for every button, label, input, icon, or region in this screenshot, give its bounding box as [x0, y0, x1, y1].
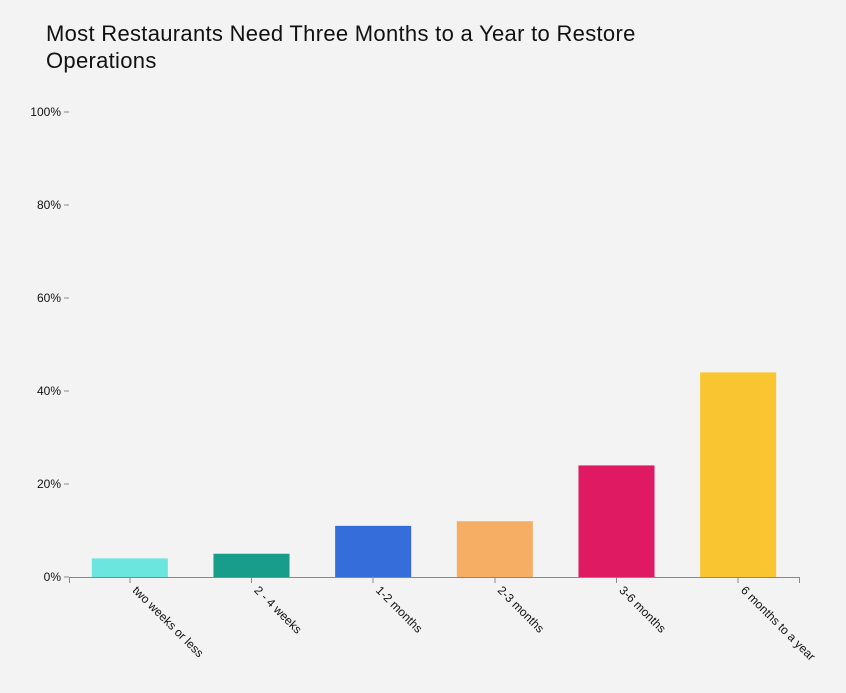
y-tick-label: 80%: [37, 198, 61, 212]
y-axis: 0% 20% 40% 60% 80% 100%: [30, 105, 69, 584]
bar[interactable]: [335, 525, 412, 577]
y-tick-label: 40%: [37, 384, 61, 398]
y-tick-label: 0%: [44, 570, 62, 584]
bar[interactable]: [456, 521, 533, 577]
x-tick-label: 2 - 4 weeks: [251, 583, 304, 636]
chart-title: Most Restaurants Need Three Months to a …: [46, 21, 636, 73]
x-tick-label: 6 months to a year: [738, 583, 818, 663]
bar[interactable]: [213, 553, 290, 577]
y-tick-label: 60%: [37, 291, 61, 305]
bar[interactable]: [700, 372, 777, 577]
y-tick-label: 100%: [30, 105, 61, 119]
bar[interactable]: [91, 558, 168, 577]
y-tick-label: 20%: [37, 477, 61, 491]
x-axis: two weeks or less 2 - 4 weeks 1-2 months 2-…: [69, 577, 818, 663]
x-tick-label: 2-3 months: [495, 583, 547, 635]
x-tick-label: 1-2 months: [373, 583, 425, 635]
x-tick-label: two weeks or less: [130, 583, 207, 660]
x-tick-label: 3-6 months: [616, 583, 668, 635]
bar[interactable]: [578, 465, 655, 577]
bars: [91, 372, 777, 577]
